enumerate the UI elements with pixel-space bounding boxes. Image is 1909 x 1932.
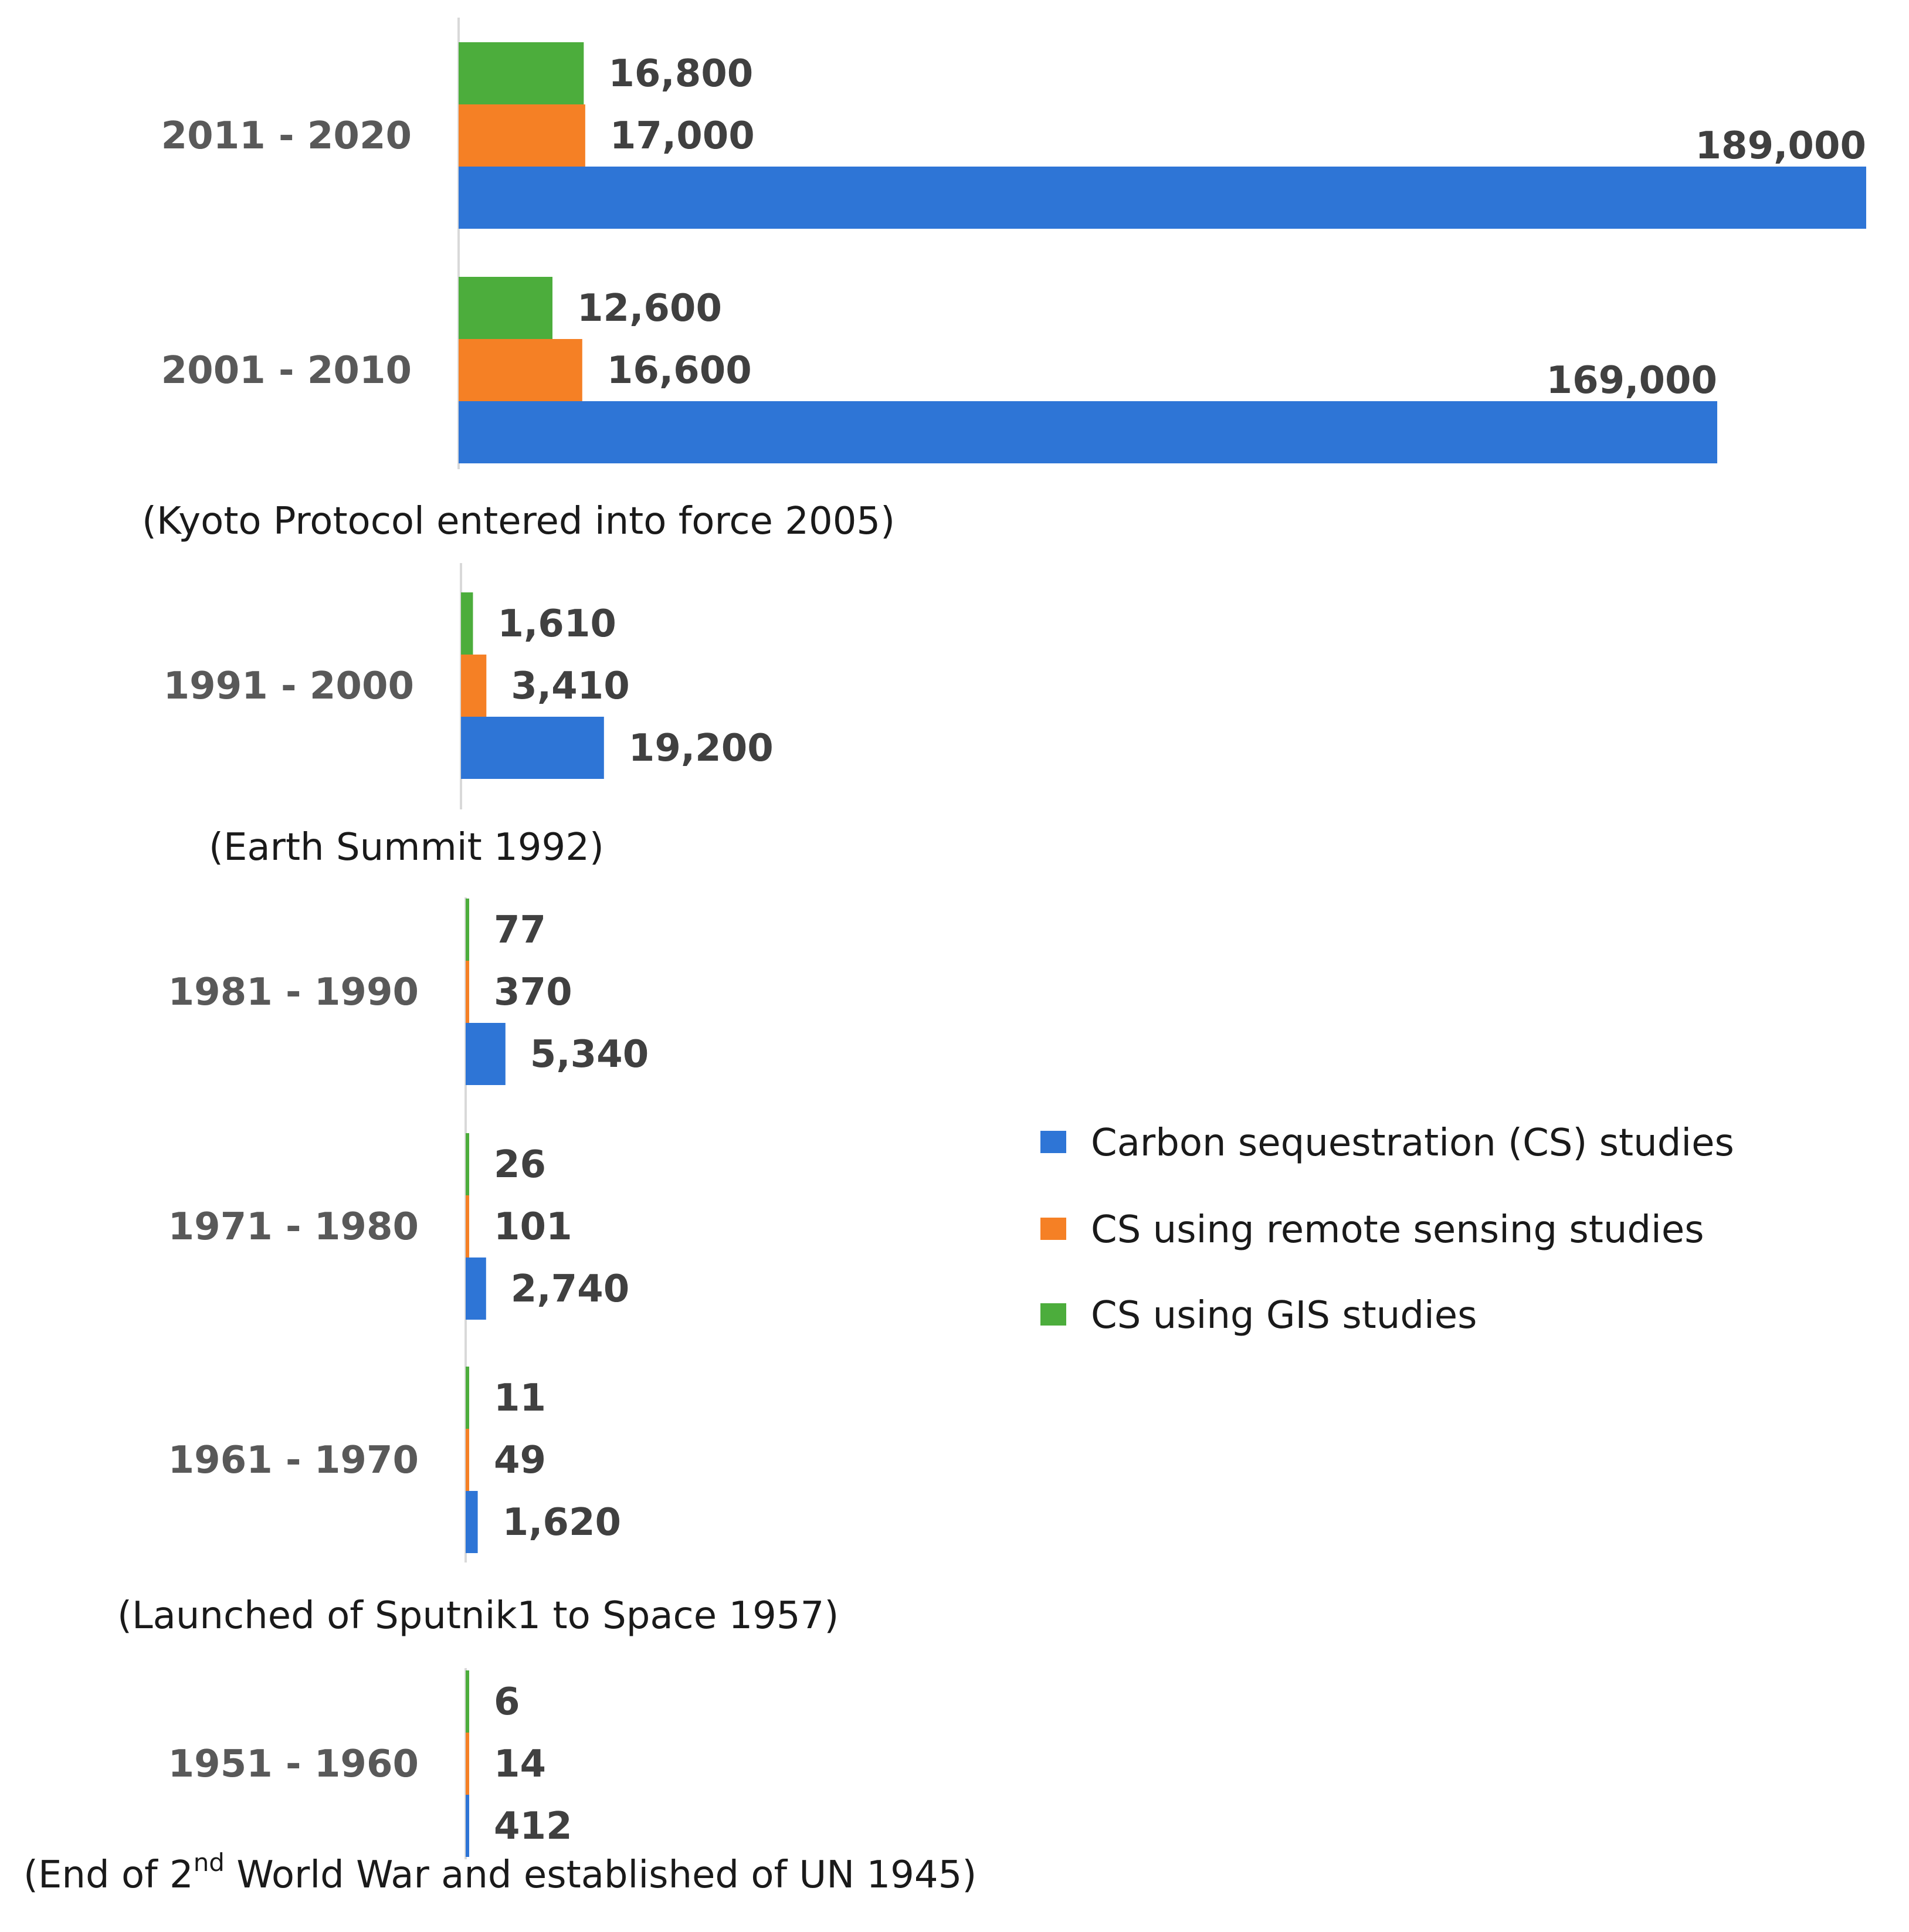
- value-label-gis-1961-1970: 11: [494, 1377, 546, 1420]
- annotation-sputnik: (Launched of Sputnik1 to Space 1957): [117, 1594, 839, 1638]
- category-label-2011-2020: 2011 - 2020: [161, 114, 412, 158]
- bar-rs-1981-1990: [466, 961, 469, 1023]
- bar-rs-1961-1970: [466, 1429, 469, 1491]
- legend-label-gis: CS using GIS studies: [1091, 1294, 1477, 1337]
- bar-cs-2001-2010: [459, 401, 1718, 463]
- bar-cs-1981-1990: [466, 1023, 506, 1085]
- category-label-1951-1960: 1951 - 1960: [168, 1743, 419, 1786]
- annotation-ww2-suffix: World War and established of UN 1945): [225, 1853, 976, 1897]
- value-label-rs-2011-2020: 17,000: [610, 114, 755, 158]
- bar-gis-1991-2000: [461, 592, 473, 655]
- category-label-1981-1990: 1981 - 1990: [168, 971, 419, 1014]
- legend: Carbon sequestration (CS) studies CS usi…: [1040, 1121, 1734, 1337]
- value-label-rs-2001-2010: 16,600: [607, 349, 752, 392]
- value-label-gis-1991-2000: 1,610: [497, 602, 616, 646]
- category-label-1991-2000: 1991 - 2000: [164, 665, 414, 708]
- bar-rs-1991-2000: [461, 655, 487, 717]
- value-label-cs-1971-1980: 2,740: [511, 1267, 629, 1311]
- bar-cs-1951-1960: [466, 1795, 469, 1857]
- category-label-1971-1980: 1971 - 1980: [168, 1205, 419, 1249]
- bar-gis-1951-1960: [466, 1670, 469, 1733]
- value-label-gis-2011-2020: 16,800: [608, 52, 753, 96]
- legend-swatch-rs: [1040, 1218, 1066, 1240]
- legend-label-cs: Carbon sequestration (CS) studies: [1091, 1121, 1734, 1165]
- value-label-cs-1951-1960: 412: [494, 1805, 572, 1848]
- value-label-gis-2001-2010: 12,600: [577, 287, 722, 330]
- legend-swatch-gis: [1040, 1303, 1066, 1326]
- bar-gis-2001-2010: [459, 277, 552, 339]
- bar-rs-2011-2020: [459, 104, 585, 167]
- bar-cs-1971-1980: [466, 1258, 486, 1320]
- annotation-ww2-prefix: (End of 2: [23, 1853, 194, 1897]
- annotation-ww2: (End of 2nd World War and established of…: [23, 1848, 976, 1897]
- bar-gis-1981-1990: [466, 899, 469, 961]
- category-label-1961-1970: 1961 - 1970: [168, 1439, 419, 1482]
- bar-rs-2001-2010: [459, 339, 582, 401]
- value-label-cs-2001-2010: 169,000: [1547, 359, 1718, 402]
- legend-label-rs: CS using remote sensing studies: [1091, 1208, 1704, 1252]
- value-label-gis-1971-1980: 26: [494, 1143, 546, 1187]
- bar-cs-2011-2020: [459, 167, 1866, 229]
- value-label-rs-1981-1990: 370: [494, 971, 572, 1014]
- category-label-2001-2010: 2001 - 2010: [161, 349, 412, 392]
- value-label-rs-1951-1960: 14: [494, 1743, 546, 1786]
- annotation-kyoto: (Kyoto Protocol entered into force 2005): [142, 500, 895, 543]
- bar-rs-1951-1960: [466, 1733, 469, 1795]
- bar-gis-1961-1970: [466, 1367, 469, 1429]
- value-label-rs-1961-1970: 49: [494, 1439, 546, 1482]
- bars-layer: [459, 42, 1866, 1857]
- value-label-cs-1991-2000: 19,200: [629, 727, 774, 770]
- bar-cs-1961-1970: [466, 1491, 478, 1553]
- value-label-cs-1981-1990: 5,340: [530, 1033, 649, 1076]
- bar-gis-1971-1980: [466, 1133, 469, 1195]
- annotation-ww2-superscript: nd: [194, 1848, 225, 1877]
- bar-gis-2011-2020: [459, 42, 584, 104]
- labels-layer: 2011 - 2020 16,800 17,000 189,000 2001 - 201…: [161, 52, 1866, 1848]
- value-label-cs-2011-2020: 189,000: [1696, 124, 1867, 168]
- value-label-rs-1971-1980: 101: [494, 1205, 572, 1249]
- value-label-gis-1951-1960: 6: [494, 1680, 520, 1724]
- value-label-cs-1961-1970: 1,620: [503, 1501, 621, 1544]
- bar-cs-1991-2000: [461, 717, 604, 779]
- value-label-rs-1991-2000: 3,410: [511, 665, 629, 708]
- bar-rs-1971-1980: [466, 1195, 469, 1258]
- annotation-earth-summit: (Earth Summit 1992): [209, 826, 604, 869]
- legend-swatch-cs: [1040, 1131, 1066, 1153]
- value-label-gis-1981-1990: 77: [494, 909, 546, 952]
